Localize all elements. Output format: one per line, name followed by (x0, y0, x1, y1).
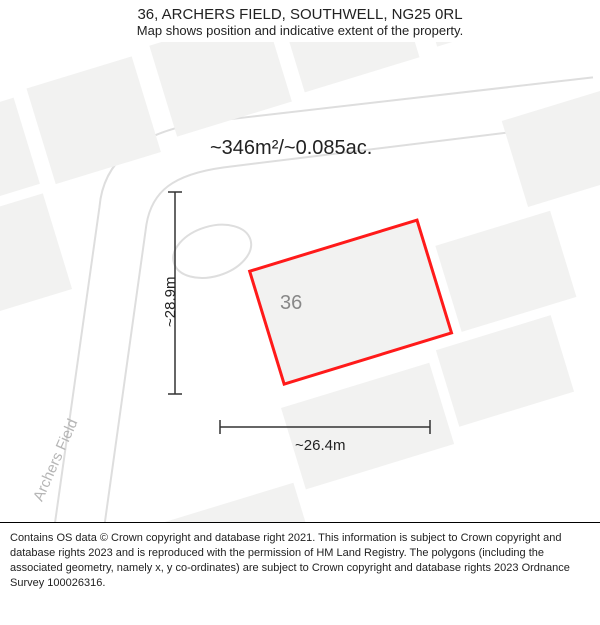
width-dimension-label: ~26.4m (295, 437, 345, 454)
footer: Contains OS data © Crown copyright and d… (0, 522, 600, 600)
copyright-text: Contains OS data © Crown copyright and d… (10, 531, 590, 590)
house-number: 36 (280, 292, 302, 315)
height-dimension-label: ~28.9m (162, 277, 179, 327)
map-area: ~346m²/~0.085ac. 36 ~26.4m ~28.9m Archer… (0, 42, 600, 522)
area-label: ~346m²/~0.085ac. (210, 137, 372, 160)
page-subtitle: Map shows position and indicative extent… (10, 23, 590, 38)
page-title: 36, ARCHERS FIELD, SOUTHWELL, NG25 0RL (10, 6, 590, 23)
header: 36, ARCHERS FIELD, SOUTHWELL, NG25 0RL M… (0, 0, 600, 42)
